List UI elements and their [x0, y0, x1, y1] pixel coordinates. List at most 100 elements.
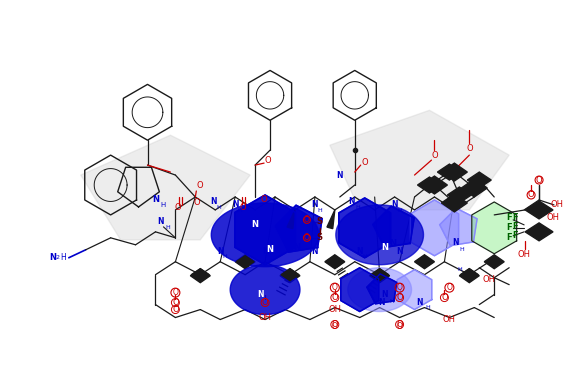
Text: N: N — [152, 195, 159, 204]
Text: F: F — [512, 231, 518, 240]
Text: O: O — [536, 176, 543, 185]
Polygon shape — [467, 172, 491, 188]
Text: OH: OH — [518, 250, 531, 259]
Polygon shape — [287, 210, 295, 229]
Text: 2: 2 — [56, 255, 60, 260]
Polygon shape — [235, 255, 255, 269]
Text: O: O — [260, 195, 267, 204]
Text: N: N — [232, 200, 238, 209]
Polygon shape — [275, 205, 322, 252]
Text: O: O — [528, 190, 535, 200]
Text: N: N — [392, 200, 398, 209]
Polygon shape — [373, 206, 414, 247]
Polygon shape — [441, 194, 467, 212]
Polygon shape — [192, 269, 209, 281]
Text: F: F — [506, 214, 512, 222]
Polygon shape — [421, 176, 447, 194]
Text: O: O — [332, 320, 338, 329]
Text: N: N — [312, 200, 318, 209]
Polygon shape — [367, 274, 397, 304]
Text: O: O — [397, 322, 402, 331]
Polygon shape — [326, 256, 344, 268]
Text: N: N — [294, 243, 300, 252]
Polygon shape — [417, 177, 441, 193]
Text: N: N — [312, 247, 318, 256]
Text: F: F — [512, 222, 518, 231]
Text: O: O — [332, 293, 338, 302]
Text: O: O — [172, 305, 179, 314]
Text: N: N — [257, 290, 263, 299]
Polygon shape — [525, 223, 553, 241]
Text: H: H — [217, 206, 222, 211]
Polygon shape — [327, 210, 335, 229]
Polygon shape — [397, 270, 432, 310]
Text: OH: OH — [551, 200, 564, 209]
Text: OH: OH — [483, 275, 496, 284]
Text: OH: OH — [547, 214, 560, 222]
Text: N: N — [378, 298, 385, 307]
Text: O: O — [173, 288, 178, 297]
Text: N: N — [336, 171, 343, 180]
Text: H: H — [425, 305, 430, 310]
Text: N: N — [389, 239, 396, 248]
Text: H: H — [363, 254, 367, 259]
Text: O: O — [441, 293, 447, 302]
Text: F: F — [506, 223, 512, 232]
Text: O: O — [431, 150, 438, 160]
Polygon shape — [439, 208, 477, 245]
Text: N: N — [262, 247, 268, 256]
Polygon shape — [230, 265, 300, 315]
Text: O: O — [264, 155, 271, 165]
Polygon shape — [410, 200, 459, 256]
Polygon shape — [211, 203, 319, 267]
Polygon shape — [441, 163, 467, 181]
Text: O: O — [361, 158, 368, 166]
Text: O: O — [193, 198, 200, 207]
Polygon shape — [348, 268, 412, 312]
Text: H: H — [317, 208, 322, 214]
Polygon shape — [236, 256, 254, 268]
Polygon shape — [370, 269, 389, 281]
Text: H: H — [459, 247, 464, 252]
Polygon shape — [472, 202, 516, 254]
Text: H: H — [355, 206, 360, 211]
Text: H: H — [60, 253, 66, 262]
Text: O: O — [332, 322, 338, 331]
Text: H: H — [389, 299, 394, 304]
Text: O: O — [240, 203, 246, 212]
Text: N: N — [356, 247, 363, 256]
Text: H: H — [397, 208, 402, 214]
Text: N: N — [381, 290, 388, 299]
Text: OH: OH — [443, 315, 456, 324]
Text: N: N — [452, 238, 459, 247]
Polygon shape — [459, 269, 479, 283]
Text: N: N — [157, 217, 164, 226]
Polygon shape — [336, 205, 424, 265]
Text: N: N — [348, 198, 355, 206]
Text: S: S — [317, 217, 323, 226]
Polygon shape — [325, 255, 345, 269]
Text: F: F — [506, 233, 512, 242]
Text: N: N — [381, 243, 388, 252]
Text: O: O — [446, 283, 453, 292]
Polygon shape — [484, 255, 504, 269]
Text: O: O — [466, 144, 473, 153]
Polygon shape — [525, 201, 553, 219]
Polygon shape — [281, 269, 299, 281]
Text: O: O — [304, 215, 310, 225]
Polygon shape — [370, 269, 390, 283]
Text: O: O — [396, 293, 403, 302]
Text: H: H — [238, 208, 243, 214]
Polygon shape — [461, 179, 487, 197]
Text: H: H — [165, 225, 170, 230]
Polygon shape — [461, 269, 478, 281]
Text: H: H — [223, 254, 227, 259]
Text: O: O — [174, 203, 181, 212]
Text: N: N — [210, 198, 217, 206]
Text: O: O — [396, 320, 403, 329]
Polygon shape — [235, 195, 295, 265]
Text: O: O — [262, 298, 268, 307]
Polygon shape — [437, 164, 461, 180]
Text: O: O — [397, 283, 402, 292]
Text: OH: OH — [328, 305, 341, 314]
